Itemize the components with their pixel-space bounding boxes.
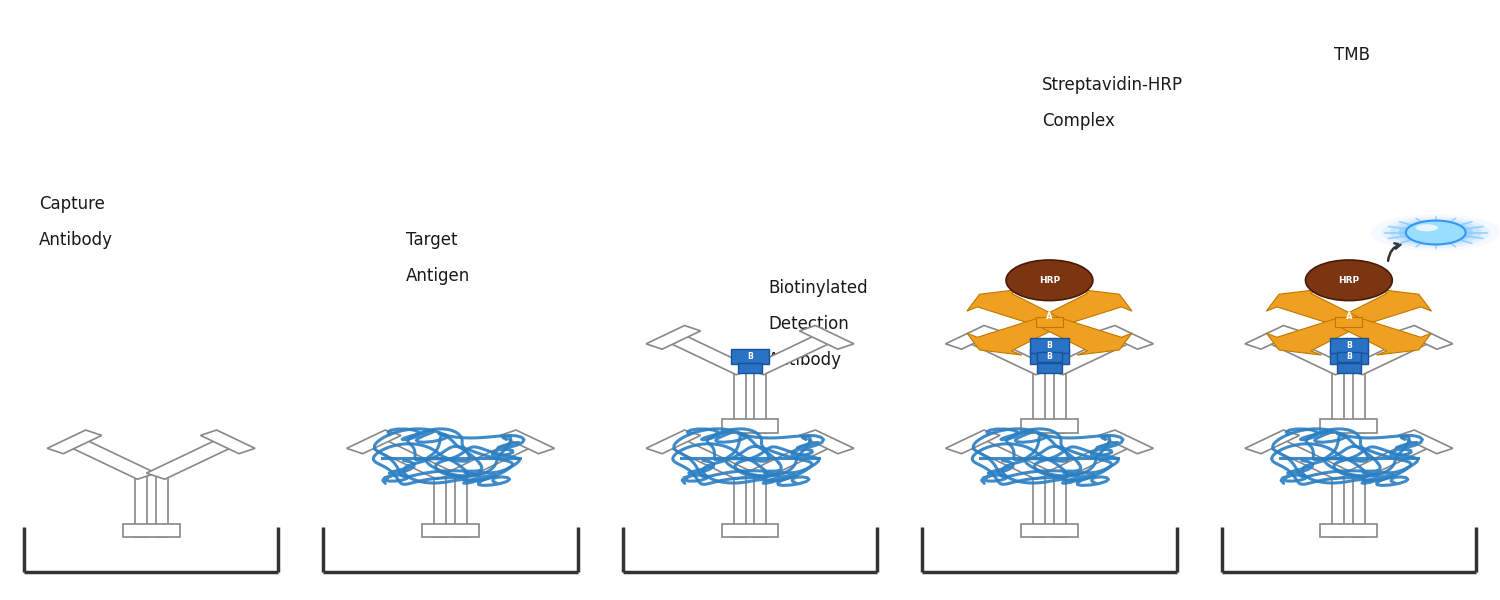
Polygon shape bbox=[646, 326, 700, 349]
Ellipse shape bbox=[1398, 222, 1473, 243]
Bar bbox=[1353, 368, 1365, 433]
Bar bbox=[156, 473, 168, 537]
Text: A: A bbox=[1046, 311, 1053, 320]
Bar bbox=[1335, 317, 1362, 328]
Ellipse shape bbox=[1371, 214, 1500, 251]
Text: Target: Target bbox=[405, 231, 457, 249]
Polygon shape bbox=[746, 334, 836, 375]
Bar bbox=[754, 473, 766, 537]
Text: TMB: TMB bbox=[1334, 46, 1370, 64]
Text: Capture: Capture bbox=[39, 196, 105, 214]
Polygon shape bbox=[664, 334, 754, 375]
Bar bbox=[1353, 473, 1365, 537]
Bar bbox=[754, 368, 766, 433]
Polygon shape bbox=[968, 318, 1060, 355]
Polygon shape bbox=[963, 334, 1054, 375]
Ellipse shape bbox=[1382, 217, 1490, 248]
Text: HRP: HRP bbox=[1338, 276, 1359, 285]
Polygon shape bbox=[1245, 326, 1299, 349]
Bar bbox=[1054, 368, 1066, 433]
Polygon shape bbox=[1398, 430, 1454, 454]
Polygon shape bbox=[1344, 439, 1434, 479]
Text: A: A bbox=[1346, 311, 1352, 320]
Bar bbox=[433, 473, 445, 537]
Polygon shape bbox=[664, 439, 754, 479]
Polygon shape bbox=[1046, 334, 1136, 375]
Text: B: B bbox=[1346, 352, 1352, 361]
Text: Antibody: Antibody bbox=[768, 351, 842, 369]
Text: Streptavidin-HRP: Streptavidin-HRP bbox=[1042, 76, 1184, 94]
Polygon shape bbox=[1266, 318, 1359, 355]
Bar bbox=[1022, 419, 1078, 433]
Polygon shape bbox=[963, 439, 1054, 479]
Polygon shape bbox=[500, 430, 555, 454]
Polygon shape bbox=[945, 430, 1000, 454]
Polygon shape bbox=[945, 326, 1000, 349]
Text: B: B bbox=[1346, 341, 1352, 350]
Bar bbox=[135, 473, 147, 537]
Polygon shape bbox=[1344, 334, 1434, 375]
Polygon shape bbox=[346, 430, 400, 454]
Polygon shape bbox=[147, 439, 237, 479]
Polygon shape bbox=[1263, 439, 1353, 479]
Bar bbox=[1320, 419, 1377, 433]
Polygon shape bbox=[1263, 334, 1353, 375]
Polygon shape bbox=[1245, 430, 1299, 454]
Bar bbox=[1332, 368, 1344, 433]
Polygon shape bbox=[46, 430, 102, 454]
Bar bbox=[734, 473, 746, 537]
Text: Complex: Complex bbox=[1042, 112, 1114, 130]
Ellipse shape bbox=[1416, 224, 1438, 232]
Polygon shape bbox=[968, 289, 1060, 326]
Text: Detection: Detection bbox=[768, 315, 849, 333]
Text: Antibody: Antibody bbox=[39, 231, 112, 249]
Bar bbox=[734, 368, 746, 433]
Text: Antigen: Antigen bbox=[405, 267, 470, 285]
Bar bbox=[1034, 368, 1046, 433]
Polygon shape bbox=[1040, 318, 1132, 355]
Ellipse shape bbox=[1406, 221, 1466, 244]
Polygon shape bbox=[1398, 326, 1454, 349]
Polygon shape bbox=[1046, 439, 1136, 479]
Bar bbox=[722, 524, 778, 537]
Polygon shape bbox=[746, 439, 836, 479]
Bar bbox=[1034, 473, 1046, 537]
Polygon shape bbox=[800, 430, 853, 454]
Ellipse shape bbox=[1007, 260, 1094, 301]
Ellipse shape bbox=[1305, 260, 1392, 301]
Polygon shape bbox=[1338, 289, 1431, 326]
Bar bbox=[722, 419, 778, 433]
Bar bbox=[1036, 317, 1064, 328]
Polygon shape bbox=[364, 439, 454, 479]
Text: HRP: HRP bbox=[1040, 276, 1060, 285]
Bar bbox=[1022, 524, 1078, 537]
Bar bbox=[123, 524, 180, 537]
Bar bbox=[1320, 524, 1377, 537]
Polygon shape bbox=[201, 430, 255, 454]
Bar bbox=[422, 524, 478, 537]
Polygon shape bbox=[1040, 289, 1132, 326]
Polygon shape bbox=[446, 439, 537, 479]
Polygon shape bbox=[1100, 430, 1154, 454]
Text: B: B bbox=[1047, 341, 1053, 350]
Bar bbox=[454, 473, 466, 537]
Bar bbox=[1332, 473, 1344, 537]
Polygon shape bbox=[66, 439, 156, 479]
Polygon shape bbox=[1338, 318, 1431, 355]
Polygon shape bbox=[1266, 289, 1359, 326]
Text: B: B bbox=[1047, 352, 1053, 361]
Bar bbox=[1054, 473, 1066, 537]
Ellipse shape bbox=[1389, 220, 1482, 245]
Text: B: B bbox=[747, 352, 753, 361]
Polygon shape bbox=[646, 430, 700, 454]
Polygon shape bbox=[1100, 326, 1154, 349]
Text: Biotinylated: Biotinylated bbox=[768, 279, 867, 297]
Polygon shape bbox=[800, 326, 853, 349]
